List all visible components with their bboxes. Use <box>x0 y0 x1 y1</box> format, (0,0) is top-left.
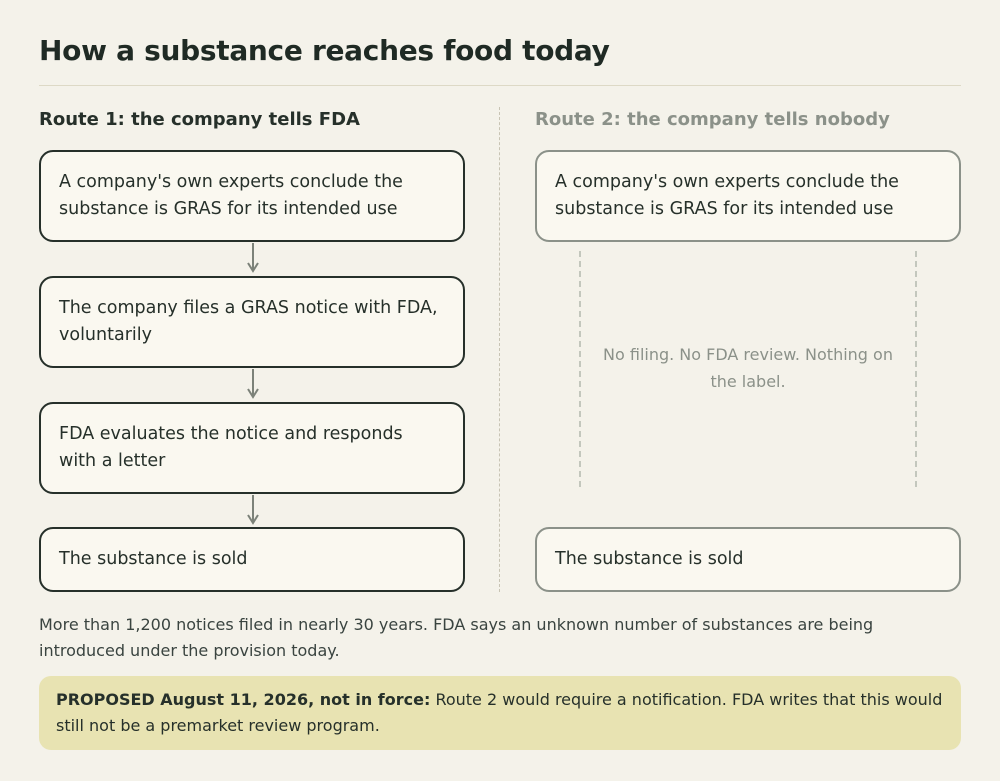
route1-heading: Route 1: the company tells FDA <box>39 109 360 130</box>
route2-step-experts-text: A company's own experts conclude the sub… <box>555 172 899 219</box>
route-divider <box>499 107 500 592</box>
route1-step-experts-text: A company's own experts conclude the sub… <box>59 172 403 219</box>
route1-step-notice: The company files a GRAS notice with FDA… <box>39 276 465 368</box>
page-title: How a substance reaches food today <box>39 34 610 67</box>
route1-step-sold-text: The substance is sold <box>59 549 248 569</box>
route1-step-evaluation: FDA evaluates the notice and responds wi… <box>39 402 465 494</box>
proposed-callout: PROPOSED August 11, 2026, not in force: … <box>39 676 961 750</box>
route2-heading: Route 2: the company tells nobody <box>535 109 890 130</box>
route1-step-experts: A company's own experts conclude the sub… <box>39 150 465 242</box>
route1-step-notice-text: The company files a GRAS notice with FDA… <box>59 298 438 345</box>
route2-gap-note: No filing. No FDA review. Nothing on the… <box>603 345 893 391</box>
title-rule <box>39 85 961 86</box>
route1-step-sold: The substance is sold <box>39 527 465 592</box>
route2-gap-left-line <box>579 251 581 487</box>
footnote: More than 1,200 notices filed in nearly … <box>39 615 874 660</box>
route2-step-sold-text: The substance is sold <box>555 549 744 569</box>
route2-gap-right-line <box>915 251 917 487</box>
route2-step-sold: The substance is sold <box>535 527 961 592</box>
arrow-down-icon <box>247 369 259 399</box>
route2-step-experts: A company's own experts conclude the sub… <box>535 150 961 242</box>
proposed-text: Route 2 would require a notification. FD… <box>56 690 943 735</box>
arrow-down-icon <box>247 495 259 525</box>
proposed-label: PROPOSED August 11, 2026, not in force: <box>56 690 431 709</box>
arrow-down-icon <box>247 243 259 273</box>
route1-step-evaluation-text: FDA evaluates the notice and responds wi… <box>59 424 403 471</box>
